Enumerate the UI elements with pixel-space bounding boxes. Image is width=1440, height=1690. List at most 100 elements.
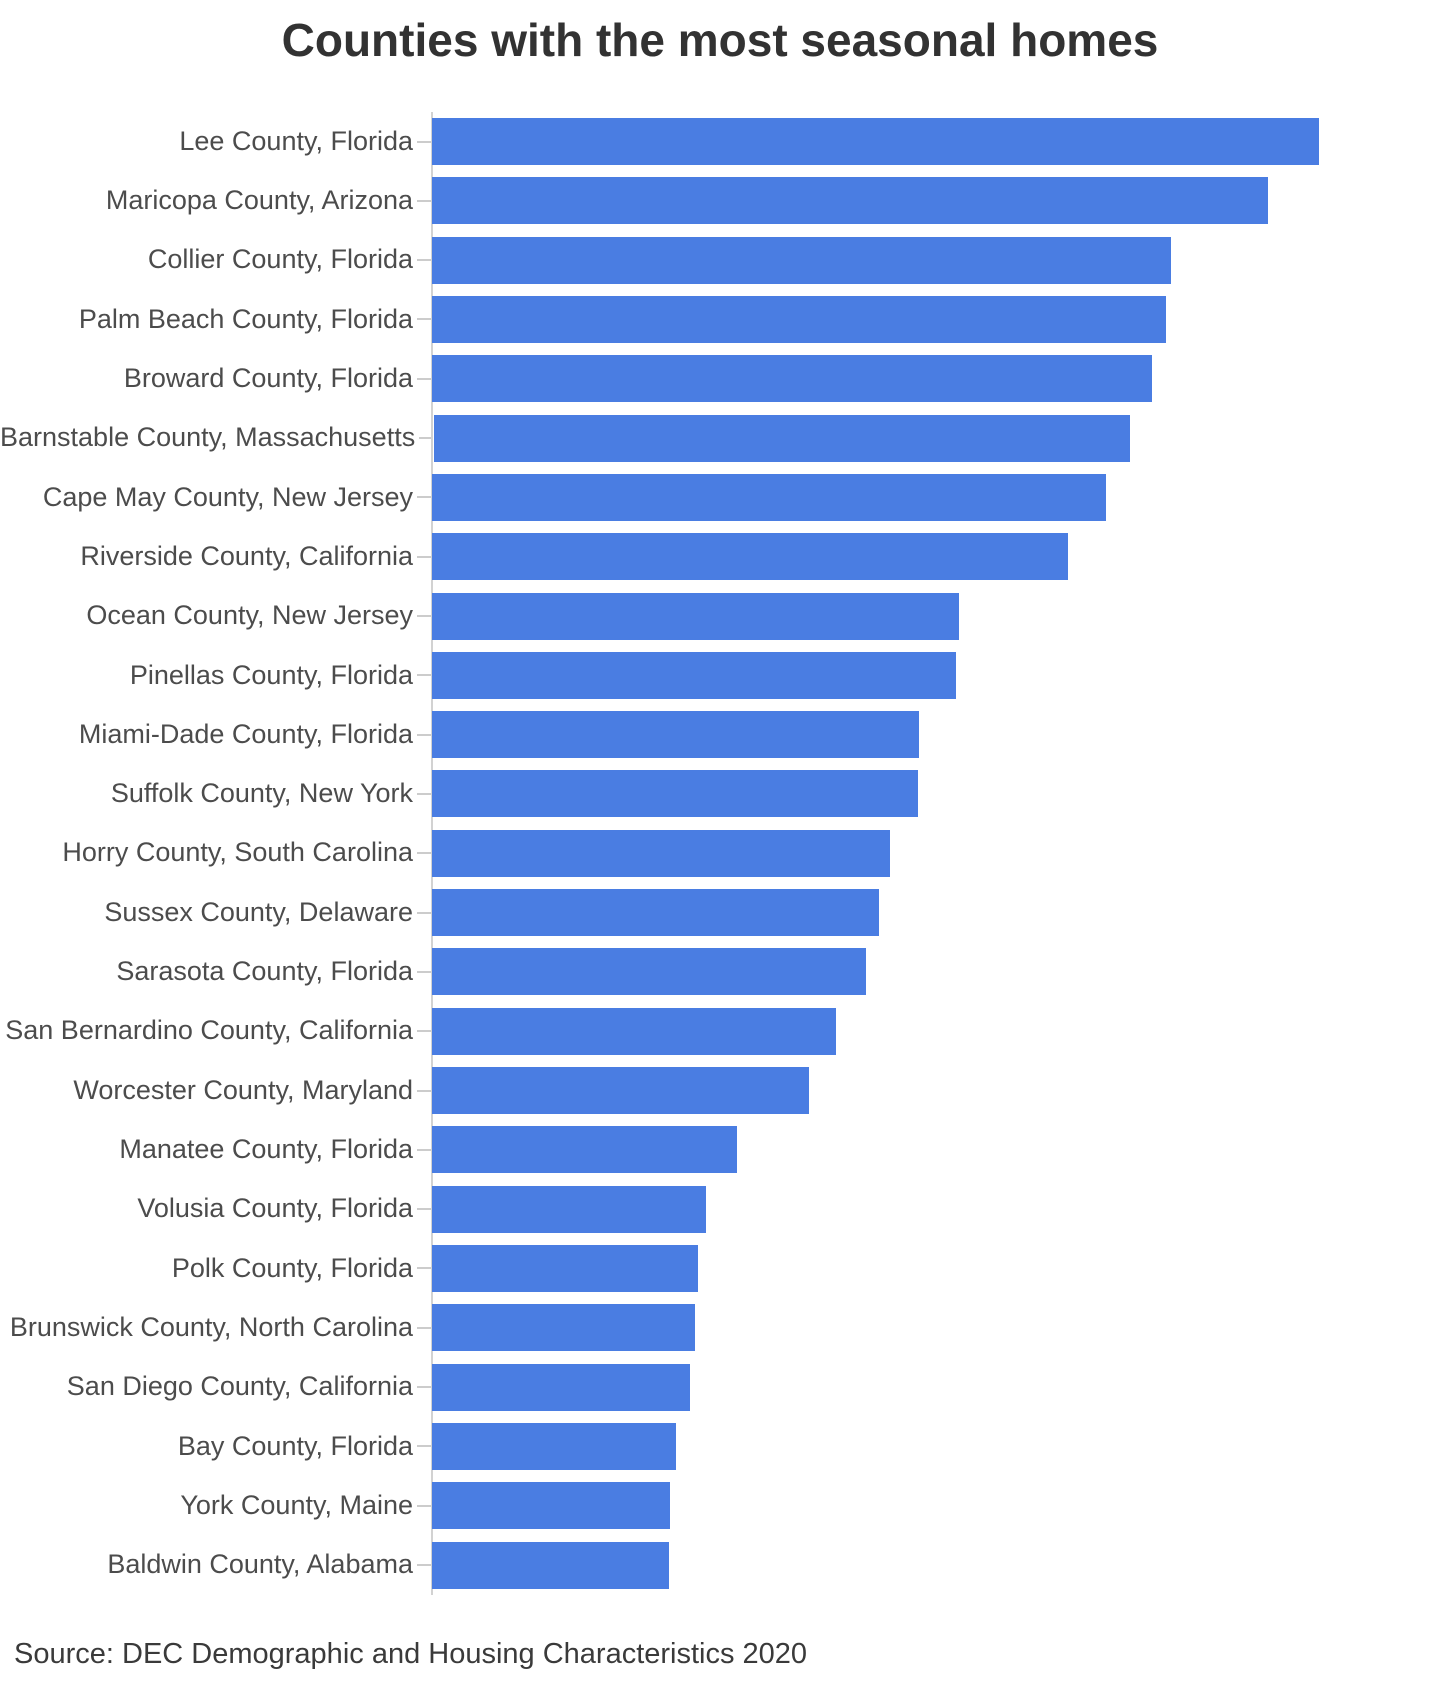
tick-mark (417, 496, 431, 499)
category-label: Sarasota County, Florida (116, 956, 413, 987)
bar (432, 533, 1068, 581)
category-label: Barnstable County, Massachusetts (0, 422, 416, 453)
tick-mark (417, 1089, 431, 1092)
bar-track (432, 711, 1440, 759)
tick-mark (417, 199, 431, 202)
bar-row: San Diego County, California (0, 1357, 1440, 1416)
bar (434, 414, 1131, 462)
bar-track (432, 1067, 1440, 1115)
bar-row: Horry County, South Carolina (0, 824, 1440, 883)
source-note: Source: DEC Demographic and Housing Char… (14, 1637, 808, 1670)
tick-mark (417, 1504, 431, 1507)
category-label: Sussex County, Delaware (104, 896, 413, 927)
bar-track (432, 651, 1440, 699)
bar-row: Miami-Dade County, Florida (0, 705, 1440, 764)
bar (432, 1185, 706, 1233)
tick-mark (417, 733, 431, 736)
tick-mark (417, 1148, 431, 1151)
bar-track (432, 236, 1440, 284)
category-label: San Bernardino County, California (5, 1015, 413, 1046)
bar (432, 1422, 676, 1470)
category-label: Baldwin County, Alabama (107, 1549, 413, 1580)
category-label: Cape May County, New Jersey (42, 481, 413, 512)
tick-mark (417, 674, 431, 677)
category-label: York County, Maine (180, 1489, 413, 1520)
bar-row: Polk County, Florida (0, 1239, 1440, 1298)
category-label: Bay County, Florida (177, 1430, 413, 1461)
bar-track (432, 889, 1440, 937)
tick-mark (417, 377, 431, 380)
bar-track (432, 829, 1440, 877)
bar-track (432, 1126, 1440, 1174)
bar-row: Sussex County, Delaware (0, 883, 1440, 942)
bar-row: Riverside County, California (0, 527, 1440, 586)
bar (432, 711, 919, 759)
bar (432, 1126, 737, 1174)
category-label: Worcester County, Maryland (73, 1074, 413, 1105)
bar-row: Manatee County, Florida (0, 1120, 1440, 1179)
bar-row: Cape May County, New Jersey (0, 468, 1440, 527)
tick-mark (419, 437, 434, 440)
bar-track (432, 355, 1440, 403)
bar (432, 829, 890, 877)
bar (432, 948, 866, 996)
bar-track (432, 592, 1440, 640)
bar (432, 473, 1106, 521)
bar (432, 1482, 670, 1530)
category-label: Polk County, Florida (171, 1252, 413, 1283)
bar-row: Broward County, Florida (0, 349, 1440, 408)
bar-track (432, 118, 1440, 166)
bar-track (432, 295, 1440, 343)
bar-row: Barnstable County, Massachusetts (0, 408, 1440, 467)
bar (432, 1244, 698, 1292)
bar-row: Volusia County, Florida (0, 1180, 1440, 1239)
category-label: Pinellas County, Florida (129, 659, 413, 690)
tick-mark (417, 792, 431, 795)
bar-track (432, 177, 1440, 225)
bar (432, 236, 1171, 284)
bar-chart: Lee County, Florida Maricopa County, Ariz… (0, 111, 1440, 1595)
bar-row: Baldwin County, Alabama (0, 1535, 1440, 1594)
bar-track (432, 1007, 1440, 1055)
tick-mark (417, 259, 431, 262)
bar (432, 295, 1166, 343)
tick-mark (417, 1326, 431, 1329)
bar (432, 889, 879, 937)
bar (432, 1541, 669, 1589)
bar-track (432, 1482, 1440, 1530)
bar-track (432, 473, 1440, 521)
bar-row: Sarasota County, Florida (0, 942, 1440, 1001)
bar (432, 770, 918, 818)
bar-track (432, 1304, 1440, 1352)
bar-track (432, 1185, 1440, 1233)
bar-track (432, 1244, 1440, 1292)
tick-mark (417, 615, 431, 618)
bar-row: Maricopa County, Arizona (0, 171, 1440, 230)
category-label: Maricopa County, Arizona (105, 185, 413, 216)
category-label: Suffolk County, New York (110, 778, 413, 809)
bar (432, 592, 959, 640)
bar-track (432, 770, 1440, 818)
bar-track (434, 414, 1440, 462)
bar-row: Collier County, Florida (0, 231, 1440, 290)
bar-row: York County, Maine (0, 1476, 1440, 1535)
bar-row: San Bernardino County, California (0, 1002, 1440, 1061)
category-label: Lee County, Florida (179, 125, 413, 156)
tick-mark (417, 318, 431, 321)
tick-mark (417, 1030, 431, 1033)
category-label: Brunswick County, North Carolina (9, 1311, 413, 1342)
category-label: Broward County, Florida (123, 362, 413, 393)
bar-track (432, 533, 1440, 581)
bar-row: Ocean County, New Jersey (0, 586, 1440, 645)
category-label: Miami-Dade County, Florida (78, 718, 413, 749)
bar-row: Brunswick County, North Carolina (0, 1298, 1440, 1357)
tick-mark (417, 970, 431, 973)
bar (432, 1304, 695, 1352)
bar-row: Bay County, Florida (0, 1417, 1440, 1476)
tick-mark (417, 140, 431, 143)
category-label: Volusia County, Florida (137, 1193, 413, 1224)
category-label: Horry County, South Carolina (62, 837, 413, 868)
bar-track (432, 1541, 1440, 1589)
bar-row: Worcester County, Maryland (0, 1061, 1440, 1120)
